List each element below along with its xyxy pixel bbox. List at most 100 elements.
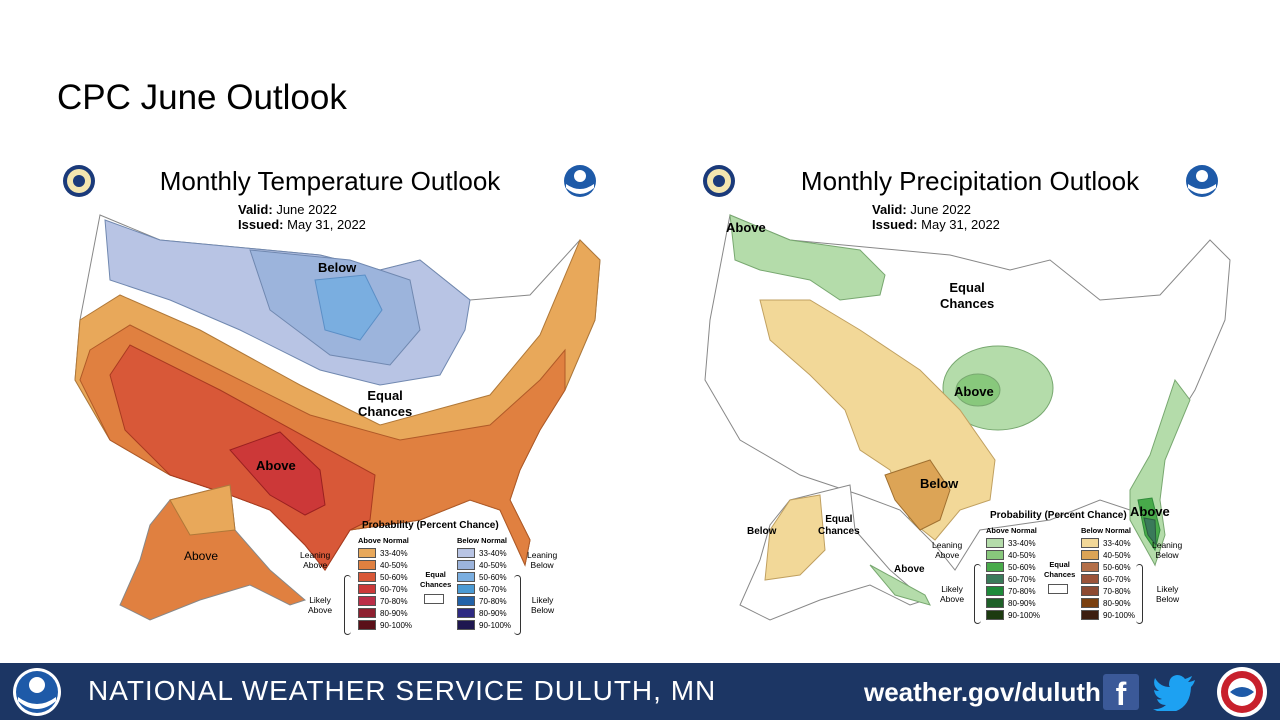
legend-range-label: 80-90% xyxy=(380,608,408,618)
legend-range-label: 60-70% xyxy=(479,584,507,594)
legend-row: 50-60% xyxy=(358,571,408,583)
legend-row: 40-50% xyxy=(358,559,408,571)
legend-row: 90-100% xyxy=(457,619,511,631)
legend-below-head: Below Normal xyxy=(457,536,508,545)
legend-row: 40-50% xyxy=(986,549,1036,561)
legend-row: 90-100% xyxy=(1081,609,1135,621)
legend-swatch xyxy=(457,548,475,558)
legend-range-label: 50-60% xyxy=(380,572,408,582)
legend-likely-above: Likely Above xyxy=(940,584,965,604)
legend-bracket xyxy=(514,575,521,635)
legend-row: 60-70% xyxy=(457,583,507,595)
legend-swatch xyxy=(986,586,1004,596)
legend-row: 80-90% xyxy=(986,597,1036,609)
legend-row: 40-50% xyxy=(457,559,507,571)
legend-row: 33-40% xyxy=(986,537,1036,549)
legend-range-label: 90-100% xyxy=(380,620,413,630)
legend-row: 70-80% xyxy=(457,595,507,607)
nws-logo-icon[interactable] xyxy=(1216,666,1268,718)
facebook-icon[interactable]: f xyxy=(1103,674,1139,712)
twitter-icon[interactable] xyxy=(1153,675,1197,711)
legend-row: 90-100% xyxy=(358,619,412,631)
legend-equal-swatch xyxy=(1048,584,1068,594)
legend-swatch xyxy=(986,610,1004,620)
legend-swatch xyxy=(986,598,1004,608)
legend-leaning-below: Leaning Below xyxy=(1152,540,1183,560)
legend-range-label: 60-70% xyxy=(1008,574,1036,584)
legend-above-head: Above Normal xyxy=(986,526,1037,535)
legend-range-label: 40-50% xyxy=(380,560,408,570)
legend-range-label: 33-40% xyxy=(1103,538,1131,548)
map-label-above-alaska: Above xyxy=(184,549,219,563)
legend-row: 60-70% xyxy=(1081,573,1131,585)
legend-row: 33-40% xyxy=(358,547,408,559)
legend-below-head: Below Normal xyxy=(1081,526,1132,535)
legend-likely-below: Likely Below xyxy=(1156,584,1180,604)
legend-range-label: 33-40% xyxy=(479,548,507,558)
map-label-below: Below xyxy=(318,260,357,275)
map-label-above-south: Above xyxy=(256,458,296,473)
alaska-above-region xyxy=(869,564,931,606)
map-label-below-alaska: Below xyxy=(747,526,777,537)
map-label-above-northwest: Above xyxy=(726,220,766,235)
legend-swatch xyxy=(986,574,1004,584)
legend-row: 33-40% xyxy=(457,547,507,559)
legend-range-label: 80-90% xyxy=(1103,598,1131,608)
precipitation-map-title: Monthly Precipitation Outlook xyxy=(800,166,1140,196)
office-url-link[interactable]: weather.gov/duluth xyxy=(864,677,1101,707)
precipitation-legend: Probability (Percent Chance) Above Norma… xyxy=(932,508,1206,628)
legend-swatch xyxy=(358,620,376,630)
legend-range-label: 50-60% xyxy=(479,572,507,582)
temperature-outlook-panel: Monthly Temperature Outlook Valid: June … xyxy=(20,160,640,650)
legend-row: 80-90% xyxy=(457,607,507,619)
precipitation-issued: Issued: May 31, 2022 xyxy=(872,217,1000,232)
legend-above-head: Above Normal xyxy=(358,536,409,545)
precipitation-map xyxy=(704,214,1231,621)
footer-bar: NATIONAL WEATHER SERVICE DULUTH, MN weat… xyxy=(0,663,1280,720)
legend-bracket xyxy=(344,575,351,635)
map-label-equal-alaska: Equal Chances xyxy=(818,514,860,537)
legend-leaning-below: Leaning Below xyxy=(527,550,558,570)
temperature-valid: Valid: June 2022 xyxy=(238,202,338,217)
temperature-map-title: Monthly Temperature Outlook xyxy=(159,166,501,196)
legend-swatch xyxy=(358,560,376,570)
legend-equal-chances: Equal Chances xyxy=(1044,560,1076,579)
legend-swatch xyxy=(1081,586,1099,596)
legend-range-label: 70-80% xyxy=(1103,586,1131,596)
precipitation-outlook-panel: Monthly Precipitation Outlook Valid: Jun… xyxy=(660,160,1280,650)
legend-swatch xyxy=(986,562,1004,572)
legend-swatch xyxy=(1081,610,1099,620)
legend-range-label: 80-90% xyxy=(479,608,507,618)
legend-likely-below: Likely Below xyxy=(531,595,555,615)
legend-row: 50-60% xyxy=(1081,561,1131,573)
legend-range-label: 33-40% xyxy=(1008,538,1036,548)
legend-range-label: 40-50% xyxy=(1103,550,1131,560)
legend-swatch xyxy=(457,608,475,618)
legend-row: 70-80% xyxy=(358,595,408,607)
legend-swatch xyxy=(358,608,376,618)
legend-swatch xyxy=(986,550,1004,560)
legend-row: 40-50% xyxy=(1081,549,1131,561)
legend-swatch xyxy=(457,584,475,594)
map-label-below-texas: Below xyxy=(920,476,959,491)
noaa-icon xyxy=(1186,165,1218,197)
legend-bracket xyxy=(1136,564,1143,624)
legend-swatch xyxy=(358,596,376,606)
legend-row: 80-90% xyxy=(358,607,408,619)
legend-swatch xyxy=(1081,574,1099,584)
legend-row: 50-60% xyxy=(457,571,507,583)
below-texas-40 xyxy=(884,459,951,531)
legend-equal-chances: Equal Chances xyxy=(420,570,452,589)
legend-range-label: 40-50% xyxy=(479,560,507,570)
noaa-logo-icon[interactable] xyxy=(12,667,62,717)
above-region-60 xyxy=(229,431,326,516)
legend-swatch xyxy=(986,538,1004,548)
temperature-legend: Probability (Percent Chance) Above Norma… xyxy=(300,520,572,640)
legend-swatch xyxy=(1081,538,1099,548)
legend-swatch xyxy=(457,596,475,606)
above-plains-region-40 xyxy=(955,373,1001,407)
legend-swatch xyxy=(1081,550,1099,560)
doc-seal-icon xyxy=(703,165,735,197)
legend-swatch xyxy=(358,548,376,558)
legend-swatch xyxy=(1081,562,1099,572)
